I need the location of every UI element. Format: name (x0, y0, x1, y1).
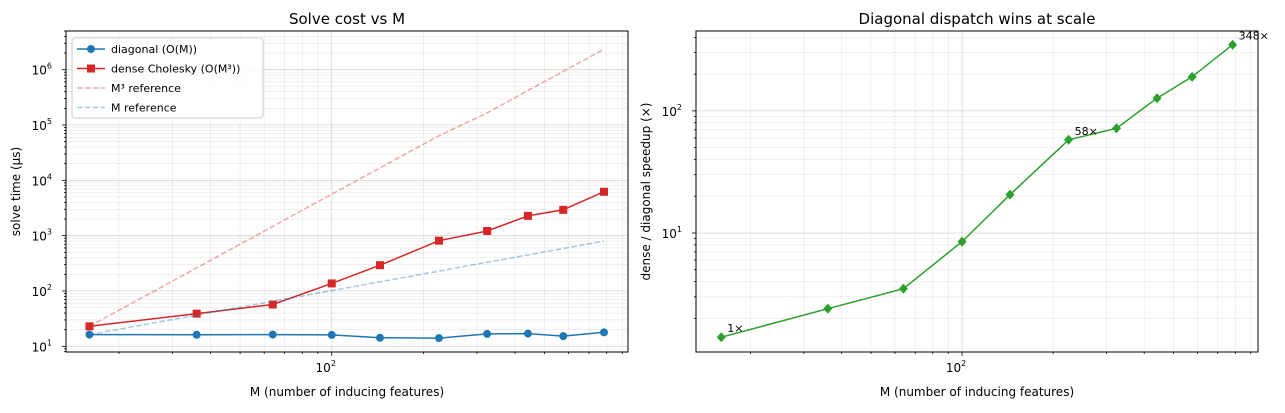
legend-item: diagonal (O(M)) (77, 43, 197, 56)
legend-label: M reference (111, 102, 177, 115)
series-speedup (716, 39, 1238, 343)
data-point-square (375, 261, 384, 270)
legend-item: M³ reference (77, 82, 181, 95)
data-point-square (483, 226, 492, 235)
series-line (89, 191, 605, 328)
x-axis-label: M (number of inducing features) (880, 385, 1074, 399)
data-annotation: 348× (1239, 30, 1269, 43)
tick-exponent: 3 (47, 228, 52, 237)
tick-exponent: 6 (47, 62, 52, 71)
data-point-square (85, 322, 94, 331)
tick-base: 10 (32, 340, 47, 354)
data-point-square (600, 187, 609, 196)
y-tick-label: 104 (32, 172, 52, 188)
data-point-square (523, 211, 532, 220)
data-point-diamond (1152, 93, 1162, 104)
data-point-square (434, 236, 443, 245)
tick-base: 10 (32, 230, 47, 244)
tick-exponent: 2 (47, 283, 52, 292)
legend-marker-circle (87, 45, 95, 53)
x-tick-label: 102 (946, 359, 966, 375)
data-point-diamond (1228, 39, 1238, 50)
data-point-circle (434, 334, 443, 343)
y-tick-label: 103 (32, 228, 52, 244)
legend-label: M³ reference (111, 82, 181, 95)
data-point-diamond (823, 303, 833, 314)
x-axis-label: M (number of inducing features) (250, 385, 444, 399)
data-point-diamond (1187, 71, 1197, 82)
tick-base: 10 (662, 105, 677, 119)
axes-frame (65, 30, 629, 353)
tick-exponent: 2 (961, 359, 966, 368)
data-point-square (559, 205, 568, 214)
tick-base: 10 (32, 119, 47, 133)
chart-title: Solve cost vs M (289, 10, 405, 28)
data-point-circle (327, 330, 336, 339)
axes-frame (695, 30, 1259, 353)
y-axis-label: solve time (µs) (9, 147, 23, 236)
y-tick-label: 106 (32, 62, 52, 78)
data-point-circle (85, 330, 94, 339)
tick-exponent: 4 (47, 172, 52, 181)
tick-exponent: 1 (47, 338, 52, 347)
data-annotation: 1× (727, 322, 743, 335)
series-diagonal-o-m- (85, 328, 609, 343)
data-point-diamond (1112, 123, 1122, 134)
tick-base: 10 (946, 361, 961, 375)
tick-base: 10 (32, 285, 47, 299)
data-point-square (192, 309, 201, 318)
data-point-circle (268, 330, 277, 339)
grid (692, 31, 1258, 356)
tick-base: 10 (662, 227, 677, 241)
series-m-reference (89, 48, 605, 327)
series-line (89, 48, 605, 327)
y-axis-label: dense / diagonal speedup (×) (639, 103, 653, 281)
y-tick-label: 101 (662, 225, 682, 241)
tick-exponent: 5 (47, 117, 52, 126)
series-line (89, 240, 605, 336)
data-point-diamond (716, 332, 726, 343)
y-tick-label: 105 (32, 117, 52, 133)
tick-base: 10 (32, 64, 47, 78)
series-dense-cholesky-o-m- (85, 187, 609, 331)
series-line (89, 331, 605, 339)
data-annotation: 58× (1075, 125, 1098, 138)
data-point-circle (483, 329, 492, 338)
grid (62, 30, 628, 356)
y-tick-label: 102 (32, 283, 52, 299)
tick-base: 10 (316, 361, 331, 375)
data-point-diamond (1064, 134, 1074, 145)
tick-exponent: 2 (331, 359, 336, 368)
data-point-square (327, 279, 336, 288)
data-point-circle (192, 330, 201, 339)
legend-box (71, 37, 264, 119)
y-tick-label: 101 (32, 338, 52, 354)
tick-exponent: 2 (677, 103, 682, 112)
legend-item: M reference (77, 102, 177, 115)
legend-item: dense Cholesky (O(M³)) (77, 63, 240, 76)
data-point-circle (375, 333, 384, 342)
tick-exponent: 1 (677, 225, 682, 234)
tick-base: 10 (32, 174, 47, 188)
data-point-diamond (898, 283, 908, 294)
data-point-circle (559, 332, 568, 341)
y-tick-label: 102 (662, 103, 682, 119)
legend-label: dense Cholesky (O(M³)) (111, 63, 240, 76)
data-point-circle (600, 328, 609, 337)
series-m-reference (89, 240, 605, 336)
data-point-diamond (957, 236, 967, 247)
x-tick-label: 102 (316, 359, 336, 375)
legend: diagonal (O(M)) dense Cholesky (O(M³)) M³ … (71, 37, 264, 119)
legend-label: diagonal (O(M)) (111, 43, 197, 56)
series-line (721, 44, 1234, 338)
data-point-square (268, 300, 277, 309)
data-point-circle (523, 329, 532, 338)
legend-marker-square (87, 64, 95, 73)
data-point-diamond (1005, 189, 1015, 200)
chart-title: Diagonal dispatch wins at scale (859, 10, 1096, 28)
